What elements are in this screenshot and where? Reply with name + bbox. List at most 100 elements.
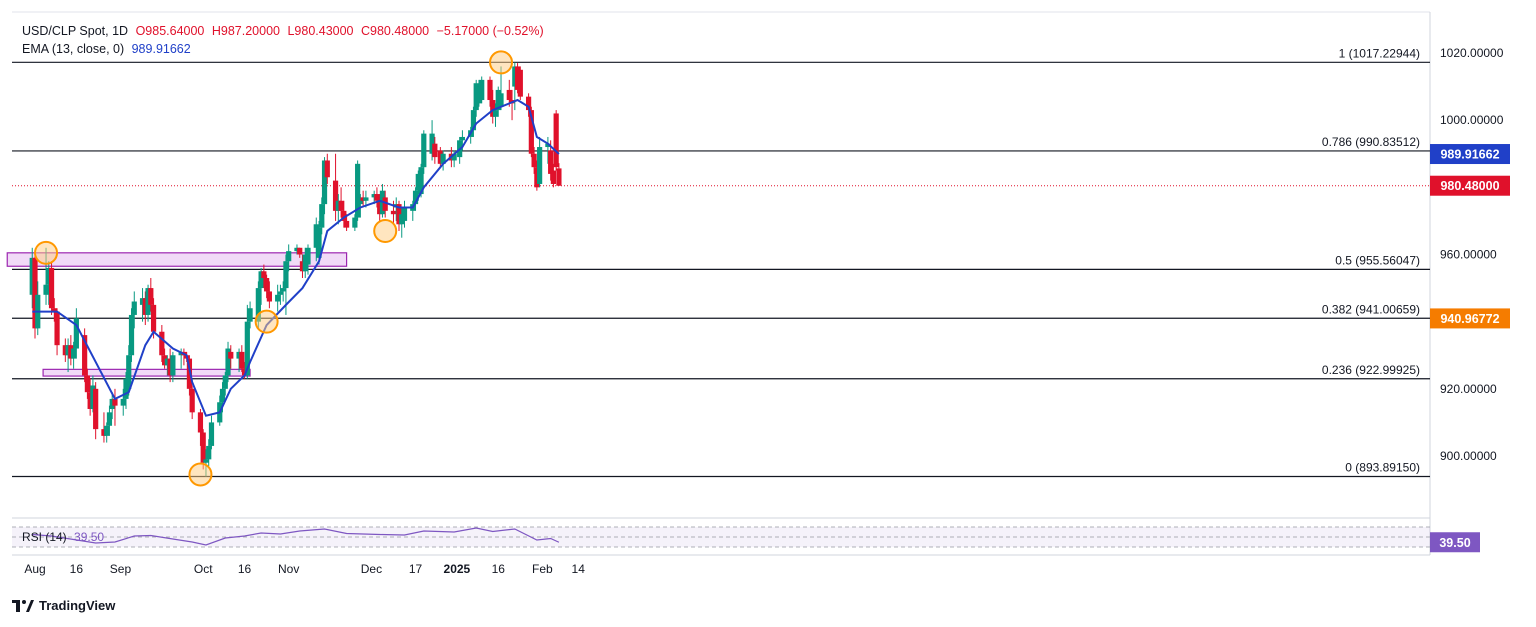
price-tick-label: 1000.00000 [1440, 113, 1504, 127]
candle-body [219, 388, 226, 403]
candle-body [48, 267, 55, 309]
candle-body [335, 200, 341, 211]
candle [82, 328, 88, 383]
candle-body [164, 358, 170, 366]
candle-body [258, 271, 264, 289]
price-axis[interactable]: 1020.00000 1000.00000 960.00000 920.00000 90… [1440, 46, 1504, 463]
tradingview-logo[interactable]: TradingView [12, 598, 115, 613]
candle-body [390, 210, 397, 215]
candle-body [321, 160, 328, 205]
time-tick-label: 2025 [444, 562, 471, 576]
candle [280, 281, 286, 302]
candle [51, 298, 57, 322]
candle-body [82, 335, 88, 376]
candle [531, 147, 537, 174]
fibonacci-layer: 1 (1017.22944) 0.786 (990.83512) 0.5 (955.… [12, 46, 1430, 478]
candle [200, 429, 206, 470]
candle [476, 79, 482, 107]
high-value: H987.20000 [211, 24, 280, 38]
candle-body [437, 150, 443, 164]
candle-body [528, 110, 534, 154]
ema-label[interactable]: EMA (13, close, 0) [22, 42, 125, 56]
rsi-label[interactable]: RSI (14) [22, 530, 67, 544]
candle-body [550, 170, 557, 184]
candle [355, 160, 361, 221]
candle [537, 136, 543, 188]
candle [294, 244, 300, 255]
highlight-marker [373, 218, 398, 243]
candle [506, 79, 512, 107]
candle-body [87, 392, 93, 409]
candle [104, 422, 110, 443]
candle [299, 254, 306, 279]
candle [492, 103, 499, 127]
candle [54, 308, 60, 356]
candle-body [239, 351, 245, 369]
ema-layer [32, 98, 560, 417]
candle-body [283, 261, 289, 289]
candle-body [299, 261, 306, 272]
time-axis[interactable]: Aug 16 Sep Oct 16 Nov Dec 17 2025 16 Feb 14 [24, 562, 585, 576]
highlight-marker [489, 50, 514, 75]
candle [145, 284, 151, 322]
candle-body [264, 278, 270, 292]
time-tick-label: Oct [194, 562, 213, 576]
candle [487, 76, 493, 107]
candle [396, 200, 402, 231]
candle-body [62, 345, 68, 356]
candle-body [93, 388, 99, 430]
candle-body [186, 358, 193, 389]
candle-body [531, 153, 537, 168]
candle [239, 345, 245, 373]
candle [62, 338, 68, 362]
zones-layer [6, 252, 348, 377]
low-value: L980.43000 [287, 24, 354, 38]
candle-body [225, 348, 231, 376]
candle-body [412, 190, 419, 205]
candle [473, 79, 479, 117]
candle-body [200, 432, 206, 463]
candle-body [382, 197, 388, 211]
candle-body [319, 204, 325, 228]
close-value: C980.48000 [361, 24, 430, 38]
markers-layer [34, 50, 514, 487]
candle-body [46, 267, 52, 285]
candle-body [341, 210, 347, 221]
candle [101, 412, 107, 443]
candle-body [120, 398, 126, 406]
price-tag-label: 980.48000 [1440, 179, 1499, 193]
candle-body [377, 200, 383, 215]
candle-body [73, 318, 79, 349]
fib-label: 0 (893.89150) [1345, 461, 1420, 475]
candle [247, 301, 253, 329]
candle [109, 392, 115, 420]
candle [286, 244, 292, 272]
candle-body [65, 345, 71, 356]
candle-body [277, 291, 284, 295]
candle [258, 267, 264, 305]
candle [261, 264, 267, 289]
symbol-label[interactable]: USD/CLP Spot, 1D [22, 24, 129, 38]
candle [550, 163, 557, 188]
candle-body [498, 93, 504, 107]
candle-body [487, 79, 493, 101]
candle-body [84, 375, 90, 393]
candle [302, 247, 308, 279]
candle-body [476, 86, 482, 104]
candle-body [222, 375, 228, 389]
fib-label: 0.236 (922.99925) [1322, 363, 1420, 377]
candle [338, 187, 344, 218]
candle-body [537, 147, 543, 184]
candle [266, 281, 272, 309]
fib-label: 1 (1017.22944) [1339, 46, 1420, 60]
candle-body [275, 294, 281, 302]
candle [148, 278, 154, 312]
candle-body [297, 247, 303, 255]
candle [470, 106, 477, 137]
candle [112, 388, 118, 426]
candle [222, 372, 228, 396]
candle [437, 147, 443, 168]
candle-body [286, 251, 292, 262]
candle [545, 136, 551, 164]
